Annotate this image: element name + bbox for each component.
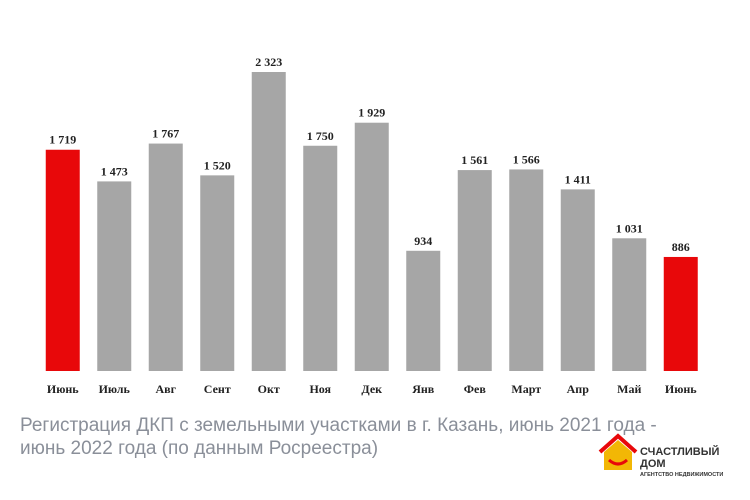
bar [354,122,389,372]
logo: СЧАСТЛИВЫЙ ДОМ АГЕНТСТВО НЕДВИЖИМОСТИ [598,433,723,478]
value-label: 1 031 [616,221,643,235]
chart-title: Регистрация ДКП с земельными участками в… [20,415,657,436]
x-tick-label: Окт [258,382,280,396]
logo-tagline: АГЕНТСТВО НЕДВИЖИМОСТИ [640,472,723,478]
value-label: 1 929 [358,106,385,120]
value-label: 1 473 [101,164,128,178]
logo-text: ДОМ [640,458,666,470]
bar [97,181,132,371]
value-label: 2 323 [255,55,282,69]
bar [200,175,235,371]
x-tick-label: Апр [567,382,590,396]
x-tick-label: Янв [412,382,435,396]
value-label: 1 719 [49,133,76,147]
x-tick-label: Июнь [47,382,79,396]
value-label: 1 411 [565,172,591,186]
bar [663,256,698,371]
x-tick-label: Фев [464,382,487,396]
x-tick-label: Ноя [309,382,331,396]
x-tick-label: Сент [204,382,231,396]
value-label: 1 566 [513,152,540,166]
chart-title: июнь 2022 года (по данным Росреестра) [20,438,378,459]
logo-text: СЧАСТЛИВЫЙ [640,445,720,458]
x-tick-label: Дек [361,382,382,396]
x-tick-label: Июнь [665,382,697,396]
x-tick-label: Авг [155,382,176,396]
x-tick-label: Май [617,382,641,396]
value-label: 934 [414,234,432,248]
bar [560,189,595,371]
value-label: 1 750 [307,129,334,143]
logo-roof [598,433,638,454]
logo-smile [608,458,628,466]
bar [148,143,183,371]
bar [457,170,492,371]
bar [612,238,647,371]
x-tick-label: Июль [99,382,131,396]
value-label: 886 [672,240,690,254]
bar [303,145,338,371]
x-tick-label: Март [511,382,541,396]
bar [45,149,80,371]
bar [251,72,286,371]
value-label: 1 767 [152,127,179,141]
bar [509,169,544,371]
value-label: 1 561 [461,153,488,167]
bar [406,250,441,371]
value-label: 1 520 [204,158,231,172]
